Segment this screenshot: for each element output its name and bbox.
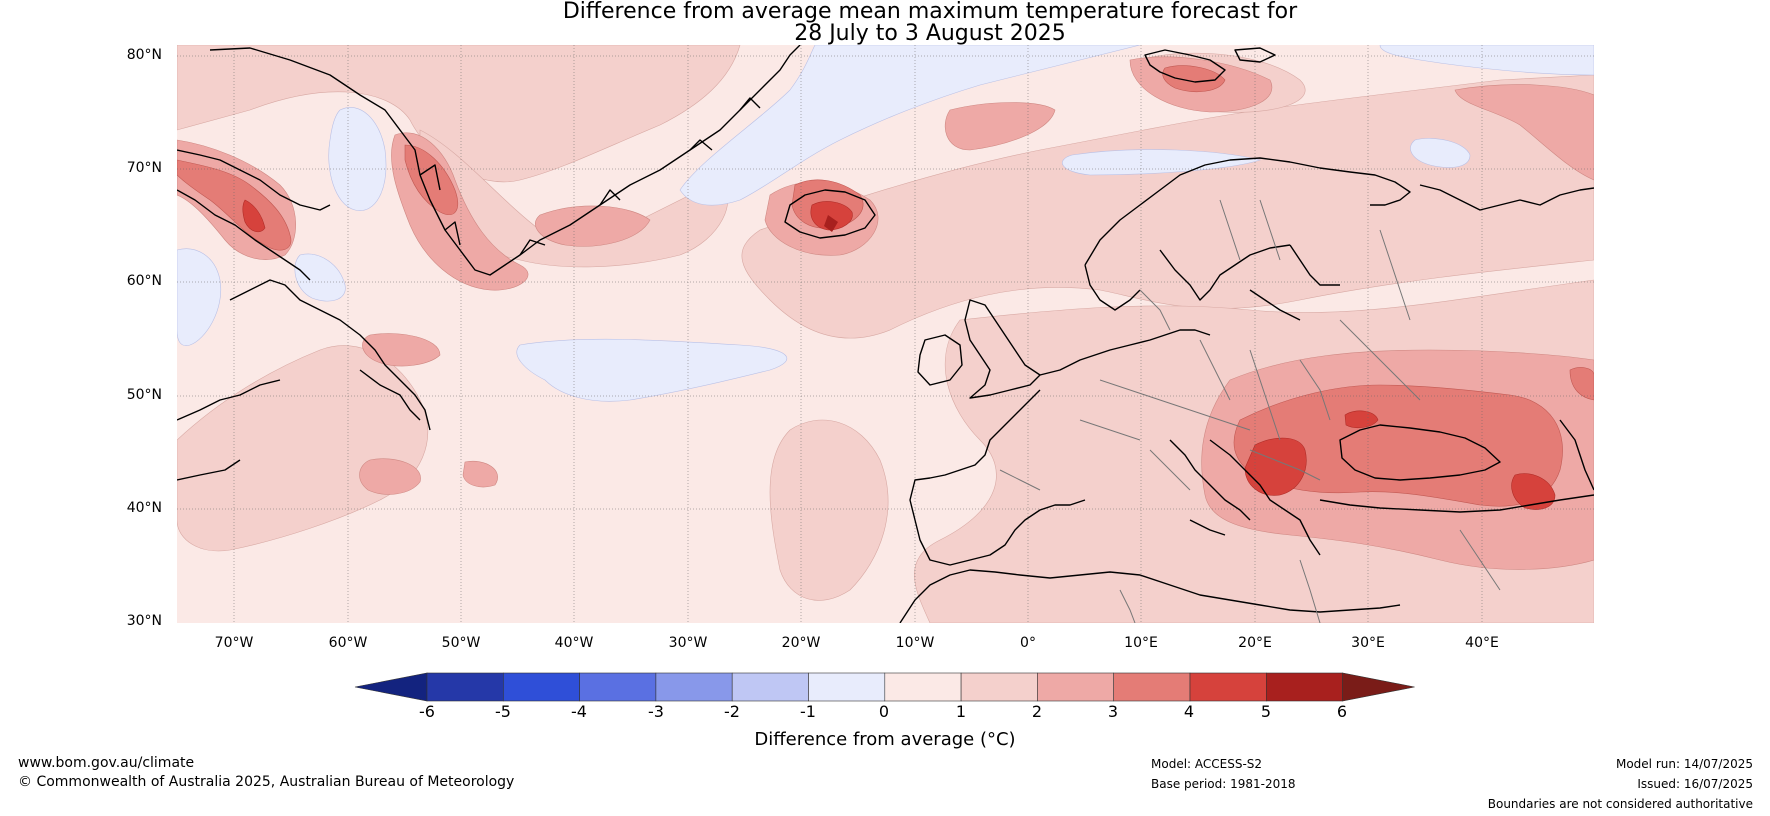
lon-label-30e: 30°E [1351,635,1385,651]
coast-greenland [209,45,801,276]
coast-russia-arctic [1419,184,1594,211]
anomaly-band-5-6 [824,215,838,232]
colorbar-tick-label: -1 [800,702,816,721]
colorbar-swatch [655,672,733,702]
coast-turkey [1319,494,1594,513]
colorbar-swatch [579,672,657,702]
colorbar [354,672,1415,702]
footer-copyright: © Commonwealth of Australia 2025, Austra… [18,774,515,790]
map-title-line-1: Difference from average mean maximum tem… [562,0,1298,24]
lon-label-20e: 20°E [1238,635,1272,651]
colorbar-swatch [960,672,1038,702]
colorbar-label: Difference from average (°C) [754,729,1016,750]
colorbar-tick-label: -2 [724,702,740,721]
footer-model: Model: ACCESS-S2 [1151,757,1263,771]
colorbar-swatch [884,672,962,702]
coast-baffin-island [177,149,331,281]
coast-caspian [1559,419,1594,491]
lon-label-0: 0° [1020,635,1036,651]
lon-label-40w: 40°W [554,635,594,651]
colorbar-tick-label: 6 [1336,702,1348,721]
coast-svalbard [1144,47,1276,83]
coast-balkans [1209,439,1321,556]
coast-great-britain [964,299,1041,399]
lon-label-10w: 10°W [895,635,935,651]
map-title-line-2: 28 July to 3 August 2025 [794,21,1066,46]
colorbar-swatch [1037,672,1115,702]
coast-scandinavia [1084,157,1411,311]
footer-base-period: Base period: 1981-2018 [1151,777,1296,791]
colorbar-tick-label: -3 [648,702,664,721]
lat-label-60n: 60°N [126,273,162,289]
anomaly-band-4-5 [242,199,1556,510]
colorbar-extend-high [1342,672,1415,702]
coast-italy [1169,439,1251,536]
colorbar-tick-label: -5 [495,702,511,721]
colorbar-swatch [808,672,886,702]
lat-label-40n: 40°N [126,500,162,516]
lat-label-30n: 30°N [126,613,162,629]
lon-label-10e: 10°E [1124,635,1158,651]
lon-label-30w: 30°W [668,635,708,651]
lon-label-50w: 50°W [441,635,481,651]
colorbar-extend-low [354,672,428,702]
coast-north-africa [899,569,1401,623]
colorbar-tick-label: 4 [1183,702,1195,721]
lat-label-70n: 70°N [126,160,162,176]
coast-ireland [917,334,963,386]
graticule [177,45,1594,623]
coastlines [177,45,1594,623]
colorbar-swatch [1113,672,1191,702]
colorbar-tick-label: -6 [419,702,435,721]
country-borders [999,199,1501,623]
colorbar-swatch [426,672,504,702]
footer-model-run: Model run: 14/07/2025 [1615,757,1753,771]
lon-label-60w: 60°W [328,635,368,651]
colorbar-tick-label: -4 [571,702,587,721]
colorbar-swatch [1189,672,1267,702]
coast-black-sea [1339,424,1501,481]
lat-label-80n: 80°N [126,47,162,63]
footer-disclaimer: Boundaries are not considered authoritat… [1487,797,1753,811]
coast-labrador [177,279,431,481]
lon-label-40e: 40°E [1465,635,1499,651]
coast-iceland [784,189,876,239]
colorbar-swatch [731,672,809,702]
coast-western-europe [909,329,1211,566]
colorbar-tick-label: 2 [1031,702,1043,721]
lon-label-20w: 20°W [781,635,821,651]
colorbar-tick-label: 3 [1107,702,1119,721]
footer-url: www.bom.gov.au/climate [18,755,195,771]
colorbar-swatch [1266,672,1343,702]
colorbar-tick-label: 1 [955,702,967,721]
anomaly-band-neg-1-0 [177,45,1594,402]
footer-issued: Issued: 16/07/2025 [1637,777,1753,791]
map-field [177,45,1594,623]
lat-label-50n: 50°N [126,387,162,403]
colorbar-tick-label: 5 [1260,702,1272,721]
colorbar-tick-label: 0 [878,702,890,721]
colorbar-swatch [502,672,580,702]
lon-label-70w: 70°W [214,635,254,651]
